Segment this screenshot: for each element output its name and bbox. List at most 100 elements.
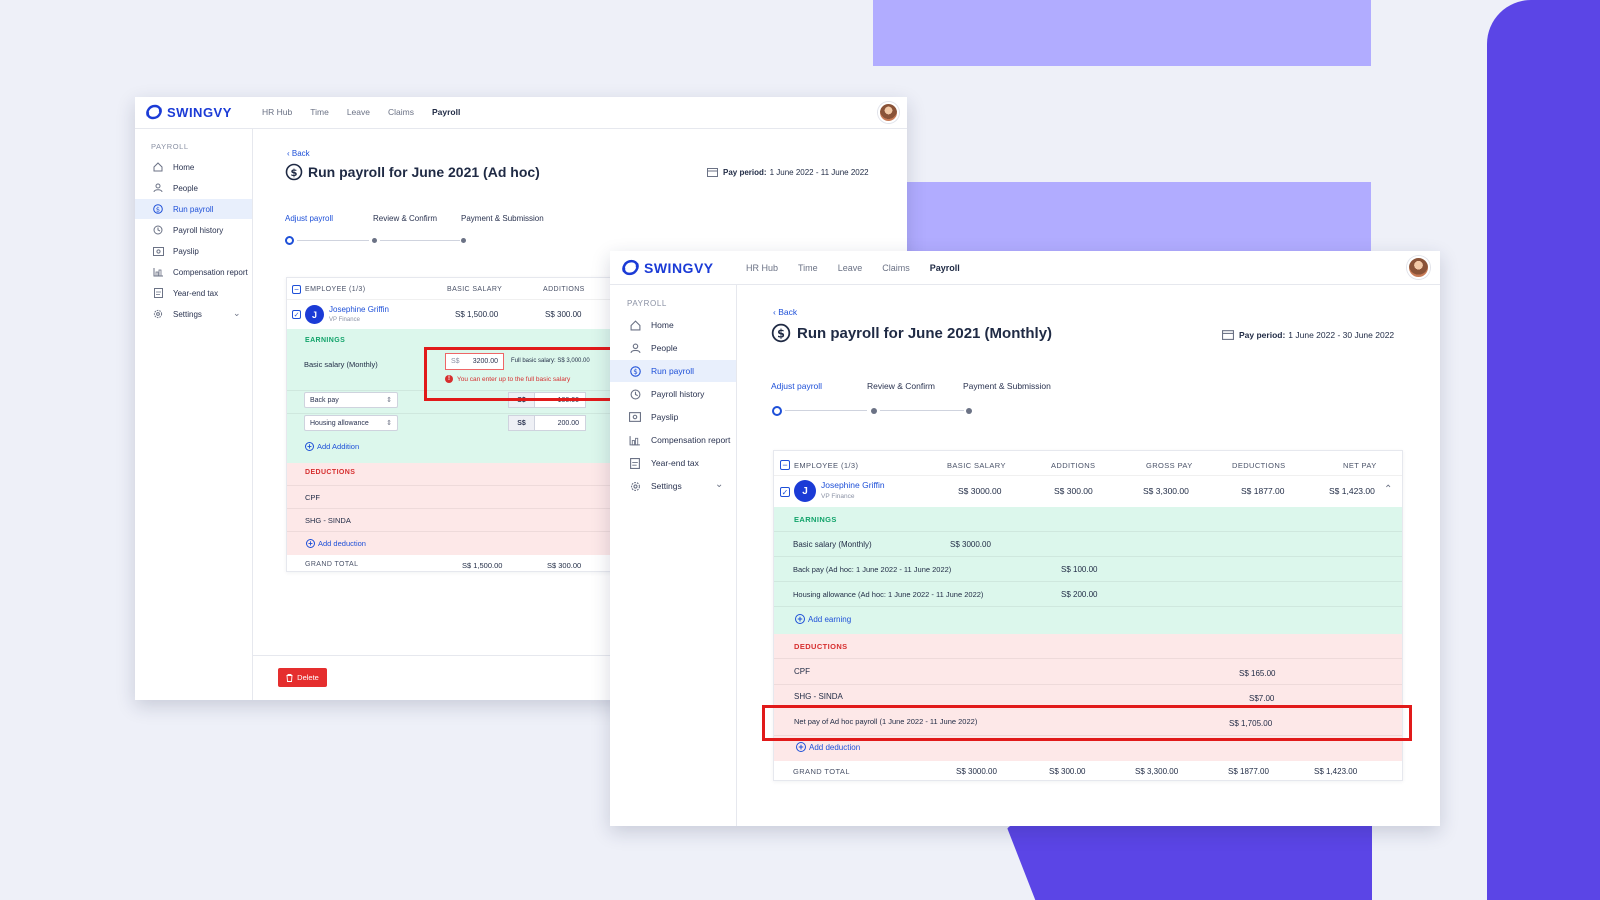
nav-time[interactable]: Time [798, 263, 818, 273]
back-link[interactable]: ‹ Back [287, 149, 310, 158]
sidebar-item-settings[interactable]: Settings ⌄ [135, 304, 252, 324]
deduction-label: SHG - SINDA [305, 516, 351, 525]
nav-hr-hub[interactable]: HR Hub [746, 263, 779, 273]
nav-leave[interactable]: Leave [837, 263, 863, 273]
sidebar-item-label: Home [173, 162, 195, 172]
sidebar-item-label: Payroll history [651, 389, 705, 399]
sidebar-item-year-end-tax[interactable]: Year-end tax [610, 452, 736, 474]
add-deduction-button[interactable]: + Add deduction [796, 742, 860, 752]
sidebar: PAYROLL Home People $ Run payroll Payrol… [135, 129, 253, 700]
swingvy-logo-icon [146, 104, 162, 120]
divider [774, 658, 1402, 659]
chevron-updown-icon: ⇕ [386, 397, 392, 404]
nav-claims[interactable]: Claims [882, 263, 910, 273]
chevron-down-icon[interactable]: ⌄ [715, 479, 724, 490]
payroll-cycle-icon: $ [285, 163, 303, 181]
add-deduction-button[interactable]: + Add deduction [306, 539, 366, 548]
nav-payroll[interactable]: Payroll [431, 107, 461, 117]
employee-net-pay: S$ 1,423.00 [1329, 486, 1375, 496]
footer-divider [253, 655, 907, 656]
sidebar-item-run-payroll[interactable]: $ Run payroll [610, 360, 736, 382]
employee-checkbox[interactable]: ✓ [292, 310, 301, 319]
user-avatar[interactable] [1407, 256, 1430, 279]
chevron-left-icon: ‹ [773, 307, 779, 317]
sidebar-item-payroll-history[interactable]: Payroll history [135, 220, 252, 240]
divider [774, 475, 1402, 476]
nav-payroll[interactable]: Payroll [929, 263, 960, 273]
chart-icon [152, 267, 164, 277]
sidebar-item-year-end-tax[interactable]: Year-end tax [135, 283, 252, 303]
step-indicator [461, 238, 466, 243]
user-avatar[interactable] [878, 102, 899, 123]
add-earning-button[interactable]: + Add earning [795, 614, 851, 624]
step-connector [785, 410, 867, 411]
add-addition-button[interactable]: + Add Addition [305, 442, 359, 451]
pay-period: Pay period: 1 June 2022 - 11 June 2022 [707, 167, 869, 177]
back-link[interactable]: ‹ Back [773, 307, 798, 317]
home-icon [152, 162, 164, 172]
nav-time[interactable]: Time [310, 107, 329, 117]
nav-claims[interactable]: Claims [387, 107, 414, 117]
document-icon [629, 457, 641, 469]
pay-period: Pay period: 1 June 2022 - 30 June 2022 [1222, 329, 1394, 340]
employee-role: VP Finance [821, 493, 855, 500]
sidebar-item-payslip[interactable]: Payslip [610, 406, 736, 428]
swingvy-logo[interactable]: SWINGVY [621, 259, 714, 276]
sidebar-item-compensation-report[interactable]: Compensation report [135, 262, 252, 282]
step-review-confirm[interactable]: Review & Confirm [867, 381, 936, 391]
deduction-label: Net pay of Ad hoc payroll (1 June 2022 -… [794, 717, 978, 726]
basic-salary-input[interactable]: S$ 3200.00 [445, 353, 504, 370]
chevron-down-icon[interactable]: ⌄ [233, 308, 241, 318]
chevron-up-icon[interactable]: ⌃ [1384, 484, 1393, 495]
sidebar-item-people[interactable]: People [610, 337, 736, 359]
sidebar-item-label: Settings [173, 309, 202, 319]
employee-avatar: J [794, 480, 816, 502]
swingvy-logo[interactable]: SWINGVY [145, 104, 232, 120]
nav-hr-hub[interactable]: HR Hub [262, 107, 293, 117]
sidebar-item-compensation-report[interactable]: Compensation report [610, 429, 736, 451]
employee-basic-salary: S$ 1,500.00 [455, 310, 499, 319]
sidebar-item-run-payroll[interactable]: $ Run payroll [135, 199, 252, 219]
step-review-confirm[interactable]: Review & Confirm [373, 214, 438, 223]
sidebar-item-payslip[interactable]: Payslip [135, 241, 252, 261]
divider [774, 556, 1402, 557]
deduction-amount: S$ 1,705.00 [1229, 719, 1273, 728]
deductions-title: DEDUCTIONS [305, 469, 356, 476]
basic-salary-value: 3200.00 [472, 358, 498, 365]
addition-type-select[interactable]: Housing allowance ⇕ [304, 415, 398, 431]
step-payment-submission[interactable]: Payment & Submission [963, 381, 1051, 391]
employee-checkbox[interactable]: ✓ [780, 487, 790, 497]
delete-button[interactable]: Delete [278, 668, 327, 687]
sidebar-item-label: Payslip [651, 412, 679, 422]
step-indicator [871, 408, 877, 414]
sidebar-item-people[interactable]: People [135, 178, 252, 198]
sidebar-item-label: Settings [651, 481, 682, 491]
divider [774, 684, 1402, 685]
sidebar-item-home[interactable]: Home [135, 157, 252, 177]
step-connector [380, 240, 460, 241]
history-icon [152, 225, 164, 235]
sidebar-item-label: Payroll history [173, 225, 224, 235]
nav-leave[interactable]: Leave [346, 107, 370, 117]
payslip-icon [629, 412, 641, 422]
addition-amount-input[interactable]: 200.00 [534, 415, 586, 431]
addition-type-select[interactable]: Back pay ⇕ [304, 392, 398, 408]
step-payment-submission[interactable]: Payment & Submission [461, 214, 544, 223]
divider [774, 531, 1402, 532]
sidebar-item-home[interactable]: Home [610, 314, 736, 336]
select-all-checkbox[interactable]: − [292, 285, 301, 294]
sidebar-item-payroll-history[interactable]: Payroll history [610, 383, 736, 405]
step-adjust-payroll[interactable]: Adjust payroll [285, 214, 334, 223]
sidebar-item-settings[interactable]: Settings ⌄ [610, 475, 736, 497]
earning-amount: S$ 3000.00 [950, 540, 991, 549]
decorative-block-bottom [1006, 825, 1372, 900]
employee-name[interactable]: Josephine Griffin [329, 305, 389, 314]
select-all-checkbox[interactable]: − [780, 460, 790, 470]
grand-total-additions: S$ 300.00 [547, 561, 582, 570]
svg-text:$: $ [156, 205, 160, 213]
deduction-label: SHG - SINDA [794, 692, 843, 701]
employee-name[interactable]: Josephine Griffin [821, 480, 885, 490]
step-adjust-payroll[interactable]: Adjust payroll [771, 381, 823, 391]
decorative-block-top [873, 0, 1371, 66]
full-basic-salary-hint: Full basic salary: S$ 3,000.00 [511, 358, 590, 364]
